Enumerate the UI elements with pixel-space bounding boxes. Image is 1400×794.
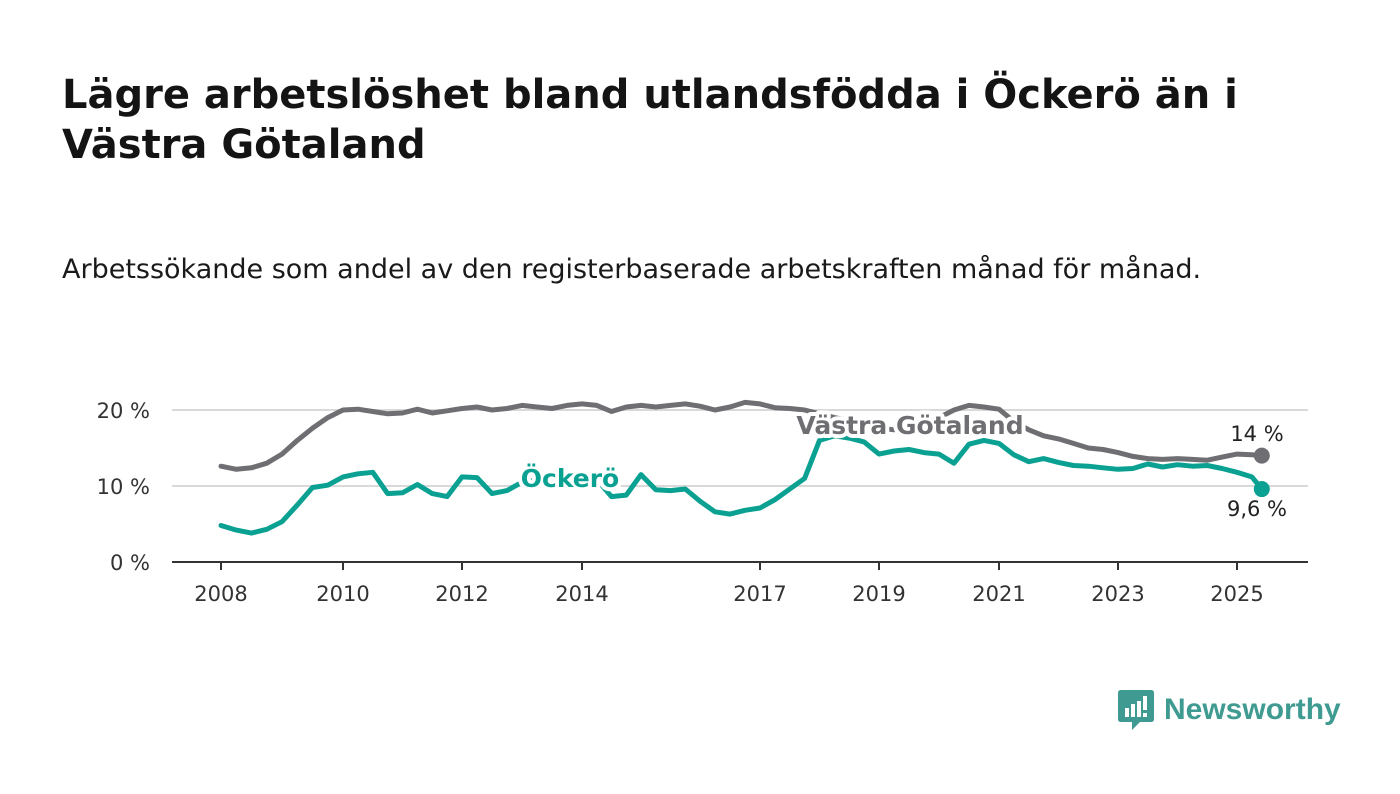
axes: 0 % 10 % 20 % 2008 2010 2012 2014 2017 2019 2021 2… [97, 399, 1308, 606]
series-end-point [1253, 481, 1270, 498]
y-tick-label: 20 % [97, 399, 150, 423]
x-tick-label: 2019 [852, 582, 905, 606]
x-tick-label: 2021 [972, 582, 1025, 606]
labels: Västra Götaland Öckerö 14 % 9,6 % [517, 407, 1287, 521]
x-tick-label: 2010 [316, 582, 369, 606]
chart-subtitle: Arbetssökande som andel av den registerb… [62, 254, 1202, 285]
end-value-label-vastra-gotaland: 14 % [1230, 422, 1283, 446]
x-tick-label: 2017 [733, 582, 786, 606]
end-value-label-ockero: 9,6 % [1227, 497, 1287, 521]
y-tick-label: 0 % [110, 551, 150, 575]
x-tick-label: 2012 [435, 582, 488, 606]
series-line-ockero [218, 433, 1265, 536]
series-end-point [1253, 447, 1270, 464]
y-tick-label: 10 % [97, 475, 150, 499]
newsworthy-logo-icon [1118, 690, 1154, 730]
series-line-vastra-gotaland [218, 399, 1265, 472]
x-tick-label: 2025 [1210, 582, 1263, 606]
newsworthy-logo-text: Newsworthy [1164, 693, 1341, 726]
series-label-ockero: Öckerö [521, 463, 620, 493]
x-tick-label: 2014 [555, 582, 608, 606]
series-lines [218, 399, 1270, 536]
chart-title: Lägre arbetslöshet bland utlandsfödda i … [62, 72, 1238, 168]
series-label-vastra-gotaland: Västra Götaland [796, 411, 1023, 440]
x-tick-label: 2008 [194, 582, 247, 606]
x-tick-label: 2023 [1091, 582, 1144, 606]
newsworthy-logo: Newsworthy [1118, 690, 1341, 730]
